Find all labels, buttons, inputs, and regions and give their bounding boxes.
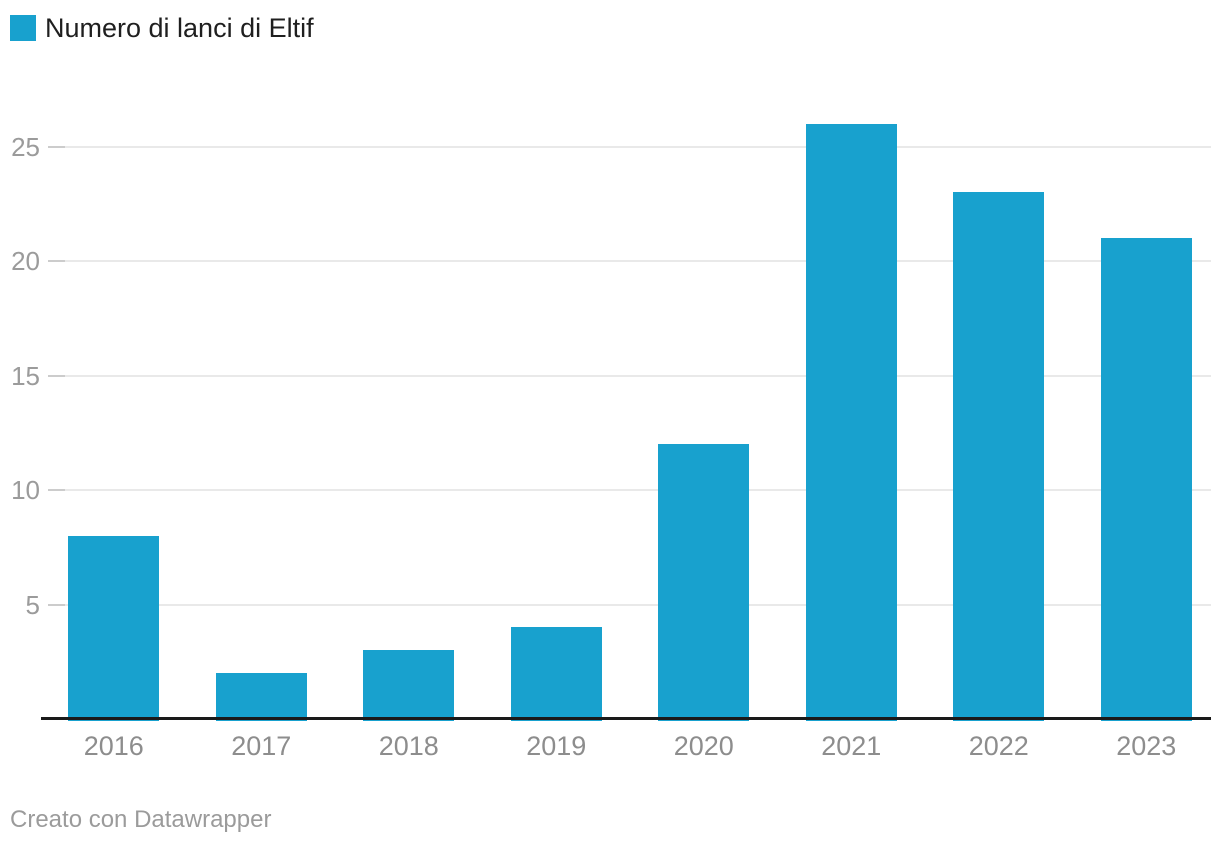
y-tick-label-25: 25	[11, 131, 40, 162]
bar-2021	[805, 123, 897, 721]
bar-2022	[953, 192, 1045, 721]
x-tick-label-2019: 2019	[526, 731, 587, 761]
grid-line-25	[48, 145, 1211, 148]
x-tick-label-2017: 2017	[231, 731, 292, 761]
x-tick-label-2023: 2023	[1116, 731, 1177, 761]
bar-2016	[68, 535, 160, 721]
y-tick-label-5: 5	[25, 589, 40, 620]
x-tick-label-2021: 2021	[821, 731, 882, 761]
bar-2018	[363, 650, 455, 721]
y-tick-label-10: 10	[11, 475, 40, 505]
bar-2020	[658, 444, 750, 721]
grid-line-15	[48, 374, 1211, 377]
x-tick-label-2018: 2018	[378, 731, 439, 761]
axis-tick-15	[48, 374, 65, 377]
y-tick-label-15: 15	[11, 360, 40, 391]
datawrapper-attribution-link[interactable]: Creato con Datawrapper	[10, 806, 272, 833]
x-tick-label-2022: 2022	[968, 731, 1029, 761]
axis-tick-25	[48, 145, 65, 148]
axis-tick-5	[48, 603, 65, 606]
x-tick-label-2016: 2016	[83, 731, 144, 761]
axis-tick-10	[48, 489, 65, 491]
legend-square-swatch-icon	[10, 15, 36, 41]
y-tick-label-20: 20	[11, 246, 40, 276]
x-axis-baseline	[41, 717, 1211, 720]
grid-line-20	[48, 260, 1211, 262]
legend-label: Numero di lanci di Eltif	[45, 13, 314, 43]
bar-2017	[215, 673, 307, 721]
bar-2023	[1100, 238, 1192, 721]
axis-tick-20	[48, 260, 65, 262]
x-tick-label-2020: 2020	[673, 731, 734, 761]
legend: Numero di lanci di Eltif	[10, 13, 314, 43]
grid-line-5	[48, 603, 1211, 606]
grid-line-10	[48, 489, 1211, 491]
bar-2019	[510, 627, 602, 721]
